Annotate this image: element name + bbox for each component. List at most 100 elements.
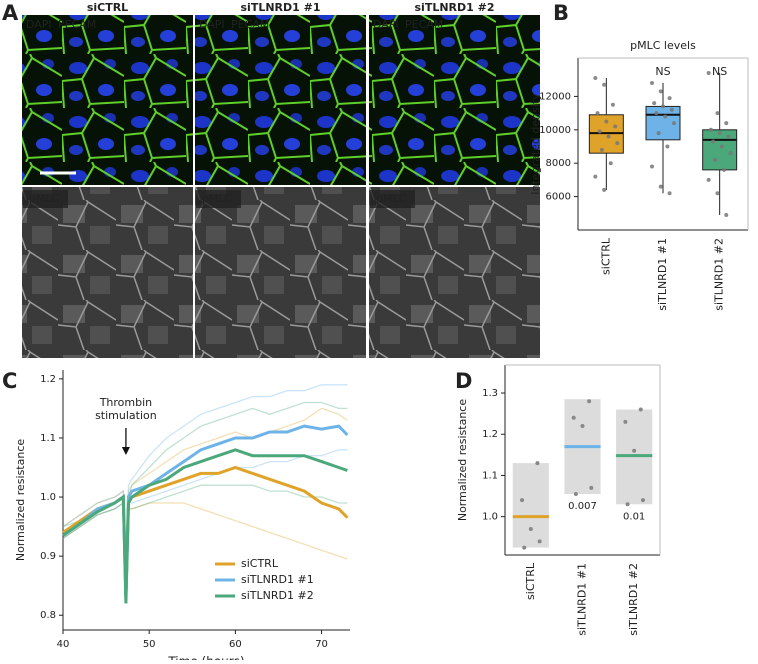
panel-letter: B [553,1,569,25]
image-pecam [369,15,540,185]
data-point [602,82,607,87]
data-point [663,114,668,119]
image-label: pMLC [376,192,407,205]
annotation: stimulation [95,409,157,422]
data-point [589,485,594,490]
data-point [650,81,654,86]
panel-letter: C [2,369,17,393]
data-point [706,177,711,182]
data-point [602,187,607,192]
legend-label: siCTRL [241,557,279,570]
data-point [719,144,724,149]
data-point [669,107,674,112]
data-point [610,102,615,107]
data-point [650,164,654,169]
data-point [652,101,657,106]
y-tick-label: 1.2 [40,374,56,385]
x-tick-label: siTLNRD1 #2 [627,563,640,636]
data-point [654,111,659,116]
legend-label: siTLNRD1 #1 [241,573,314,586]
data-point [728,151,733,156]
image-pmlc [22,187,193,358]
data-point [711,139,716,144]
annotation: NS [712,65,727,78]
panel-letter: D [455,369,472,393]
image-pmlc [195,187,366,358]
x-tick-label: 60 [229,639,242,650]
data-point [717,131,722,136]
data-point [724,121,729,126]
image-label: DAPI [373,18,399,31]
replicate-line [62,407,348,586]
image-label: PECAM [231,18,269,31]
data-point [706,71,711,76]
x-tick-label: siTLNRD1 #1 [576,563,589,636]
replicate-line [62,501,348,598]
data-point [604,119,609,124]
y-axis-label: Normalized resistance [456,399,469,522]
data-point [658,89,663,94]
legend-label: siTLNRD1 #2 [241,589,314,602]
data-point [632,448,637,453]
column-title: siTLNRD1 #2 [415,1,495,14]
data-point [722,167,727,172]
data-point [615,141,620,146]
y-tick-label: 1.0 [482,512,498,523]
label-backdrop [370,190,415,208]
data-point [713,157,718,162]
label-backdrop [23,190,68,208]
data-point [715,191,720,196]
image-pmlc [369,187,540,358]
label-backdrop [196,190,241,208]
data-point [593,174,598,179]
data-point [571,415,576,420]
image-pecam [195,15,366,185]
data-point [661,104,665,109]
data-point [528,527,533,532]
data-point [625,502,630,507]
data-point [672,121,676,126]
data-point [537,539,542,544]
image-label: pMLC [202,192,233,205]
image-label: PECAM [58,18,96,31]
y-axis-label: Integrated density [529,93,542,195]
image-label: PECAM [405,18,443,31]
y-axis-label: Normalized resistance [14,439,27,562]
data-point [715,111,720,116]
data-point [667,191,672,196]
data-point [520,498,525,503]
data-point [665,144,670,149]
replicate-line [62,484,348,604]
image-label: DAPI [199,18,225,31]
data-point [667,96,672,101]
x-tick-label: 70 [315,639,328,650]
image-label: DAPI [26,18,52,31]
box [702,129,738,171]
panel-letter: A [2,1,19,25]
data-point [724,212,729,217]
annotation: NS [655,65,670,78]
y-tick-label: 8000 [546,158,571,169]
range-box [512,463,549,548]
data-point [638,407,643,412]
data-point [597,129,602,134]
data-point [658,184,663,189]
column-title: siCTRL [87,1,128,14]
replicate-line [62,449,348,604]
data-point [580,423,585,428]
data-point [573,492,578,497]
data-point [640,498,645,503]
data-point [599,147,604,152]
data-point [656,131,661,136]
replicate-line [62,384,348,592]
x-tick-label: 50 [143,639,156,650]
data-point [522,545,527,550]
p-value: 0.007 [568,501,597,512]
x-tick-label: 40 [57,639,70,650]
annotation: Thrombin [99,396,152,409]
data-point [608,161,613,166]
x-axis-label: Time (hours) [167,655,244,661]
y-tick-label: 1.0 [40,492,56,503]
panel-a: siCTRL DAPI PECAM pMLC siTLNRD1 #1 DAPI PECAM p… [22,1,540,358]
